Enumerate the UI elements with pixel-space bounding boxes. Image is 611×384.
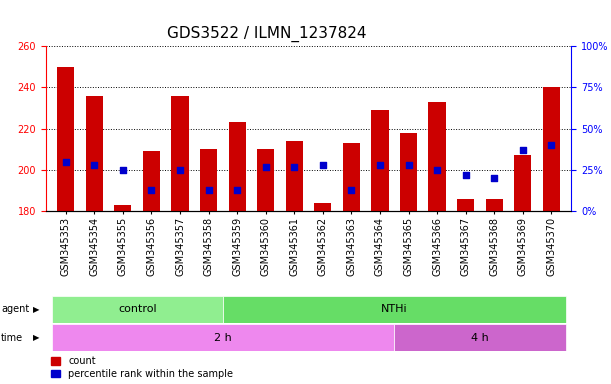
Bar [514,156,532,211]
Point [118,167,128,173]
Point [346,187,356,193]
Bar [86,96,103,211]
Point [261,164,271,170]
Text: 2 h: 2 h [214,333,232,343]
Point [147,187,156,193]
Point [290,164,299,170]
Point [546,142,556,148]
Text: NTHi: NTHi [381,304,408,314]
Bar [257,149,274,211]
Bar [51,296,223,323]
Point [89,162,99,168]
Bar [457,199,474,211]
Bar [223,296,566,323]
Bar [343,143,360,211]
Point [518,147,528,153]
Bar [200,149,217,211]
Point [61,159,71,165]
Bar [371,110,389,211]
Text: ▶: ▶ [33,305,40,314]
Point [318,162,327,168]
Point [232,187,242,193]
Bar [51,324,394,351]
Point [489,175,499,181]
Bar [400,133,417,211]
Bar [143,151,160,211]
Point [175,167,185,173]
Bar [229,122,246,211]
Bar [543,88,560,211]
Bar [486,199,503,211]
Text: time: time [1,333,23,343]
Point [461,172,470,178]
Point [375,162,385,168]
Bar [172,96,189,211]
Point [203,187,213,193]
Bar [114,205,131,211]
Bar [314,203,331,211]
Bar [428,102,445,211]
Text: 4 h: 4 h [471,333,489,343]
Bar [57,67,75,211]
Bar [286,141,303,211]
Text: control: control [118,304,156,314]
Text: ▶: ▶ [33,333,40,343]
Point [404,162,414,168]
Text: agent: agent [1,304,29,314]
Text: GDS3522 / ILMN_1237824: GDS3522 / ILMN_1237824 [167,26,366,42]
Bar [394,324,566,351]
Point [432,167,442,173]
Legend: count, percentile rank within the sample: count, percentile rank within the sample [51,356,233,379]
